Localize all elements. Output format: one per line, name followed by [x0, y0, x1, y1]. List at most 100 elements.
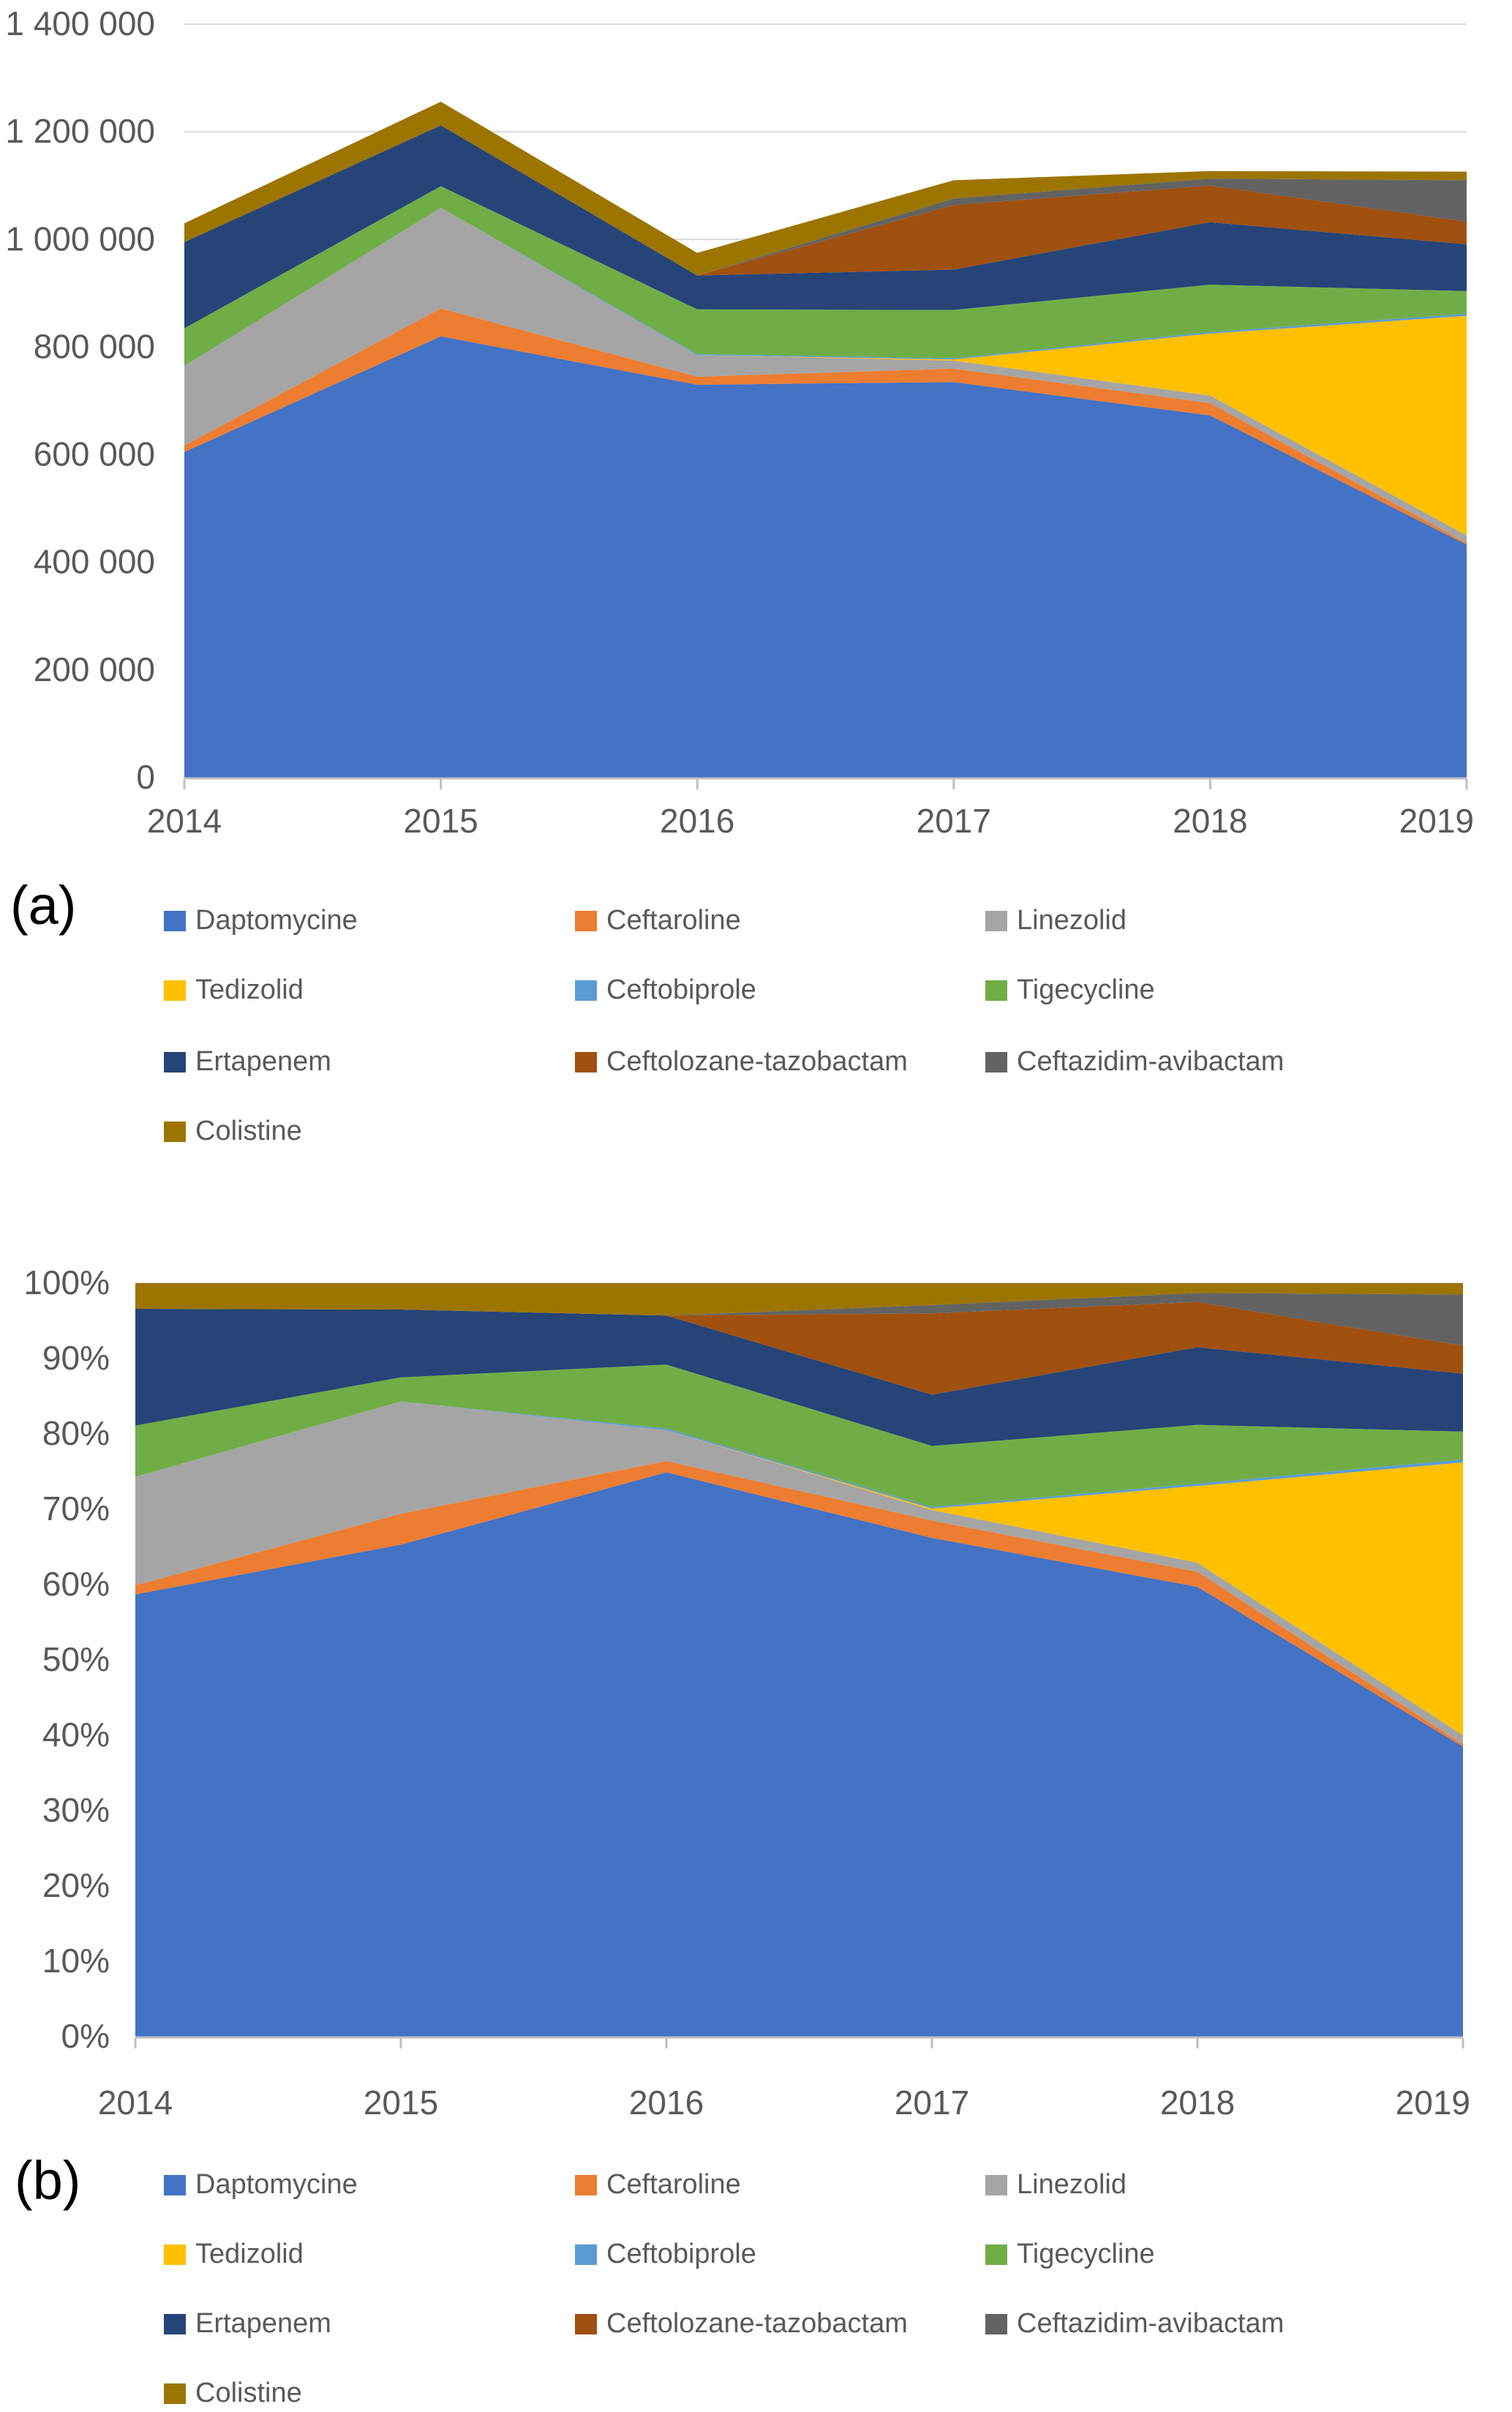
area-series-colistine: [135, 1283, 1463, 1316]
x-axis-year-label: 2014: [147, 802, 222, 840]
x-axis-year-label: 2015: [403, 802, 478, 840]
y-axis-tick-label: 90%: [42, 1339, 110, 1377]
y-axis-tick-label: 10%: [42, 1942, 110, 1980]
x-axis-year-label: 2017: [895, 2084, 969, 2122]
legend-item-tedizolid: Tedizolid: [164, 2239, 304, 2270]
legend-item-label: Daptomycine: [195, 2169, 358, 2200]
legend-item-label: Ceftaroline: [606, 2169, 741, 2200]
legend-swatch-icon: [985, 2174, 1007, 2195]
y-axis-tick-label: 1 400 000: [5, 4, 155, 42]
area-series-linezolid: [184, 207, 1467, 544]
legend-item-colistine: Colistine: [164, 2378, 302, 2409]
legend-chart-b: Daptomycine Ceftaroline Linezolid Tedizolid…: [0, 2151, 1512, 2412]
area-series-daptomycine: [135, 1472, 1463, 2037]
legend-swatch-icon: [164, 2244, 186, 2265]
legend-item-daptomycine: Daptomycine: [164, 905, 358, 936]
x-axis-year-label: 2018: [1173, 802, 1247, 840]
area-series-ertapenem: [135, 1309, 1463, 1446]
x-axis-year-label: 2015: [364, 2084, 438, 2122]
legend-swatch-icon: [985, 2244, 1007, 2265]
legend-swatch-icon: [575, 2174, 597, 2195]
y-axis-tick-label: 800 000: [34, 327, 155, 365]
legend-item-label: Ceftobiprole: [606, 2239, 756, 2269]
y-axis-tick-label: 50%: [42, 1640, 110, 1678]
legend-item-tigecycline: Tigecycline: [985, 2239, 1155, 2270]
legend-item-label: Ceftazidim-avibactam: [1017, 2308, 1285, 2339]
legend-item-linezolid: Linezolid: [985, 905, 1127, 936]
y-axis-tick-label: 100%: [23, 1263, 110, 1301]
y-axis-tick-label: 80%: [42, 1414, 110, 1452]
legend-swatch-icon: [164, 1051, 186, 1072]
y-axis-tick-label: 400 000: [34, 543, 155, 581]
legend-item-label: Colistine: [195, 1116, 302, 1146]
legend-swatch-icon: [985, 1051, 1007, 1072]
x-axis-year-label: 2016: [660, 802, 734, 840]
legend-swatch-icon: [164, 1121, 186, 1142]
legend-item-label: Ceftolozane-tazobactam: [606, 2308, 908, 2339]
legend-item-label: Colistine: [195, 2378, 302, 2408]
legend-item-label: Tigecycline: [1017, 2239, 1155, 2269]
legend-item-tigecycline: Tigecycline: [985, 974, 1155, 1006]
legend-item-colistine: Colistine: [164, 1116, 302, 1147]
y-axis-tick-label: 1 200 000: [5, 112, 155, 150]
legend-swatch-icon: [575, 980, 597, 1001]
y-axis-tick-label: 60%: [42, 1565, 110, 1603]
legend-item-label: Tedizolid: [195, 2239, 304, 2269]
legend-item-label: Tedizolid: [195, 974, 304, 1005]
y-axis-tick-label: 30%: [42, 1791, 110, 1829]
legend-swatch-icon: [575, 2313, 597, 2334]
legend-swatch-icon: [575, 910, 597, 931]
area-series-daptomycine: [184, 336, 1467, 778]
area-series-ertapenem: [184, 125, 1467, 328]
y-axis-tick-label: 20%: [42, 1866, 110, 1904]
legend-swatch-icon: [164, 2383, 186, 2404]
legend-item-label: Ertapenem: [195, 2308, 331, 2339]
legend-item-ceftobiprole: Ceftobiprole: [575, 2239, 756, 2270]
legend-item-ceftolozane-tazobactam: Ceftolozane-tazobactam: [575, 1046, 908, 1078]
legend-item-ceftolozane-tazobactam: Ceftolozane-tazobactam: [575, 2308, 908, 2340]
legend-item-label: Ceftaroline: [606, 905, 741, 936]
y-axis-tick-label: 200 000: [34, 650, 155, 688]
legend-swatch-icon: [985, 2313, 1007, 2334]
legend-swatch-icon: [164, 910, 186, 931]
chart-a: 1 400 000 1 200 000 1 000 000 800 000 600 00…: [5, 4, 1474, 840]
legend-item-ceftaroline: Ceftaroline: [575, 905, 741, 936]
area-series-ceftazidim-avibactam: [135, 1293, 1463, 1346]
legend-item-label: Linezolid: [1017, 905, 1127, 936]
panel-b-label: (b): [15, 2150, 81, 2211]
area-series-ceftolozane-tazobactam: [184, 125, 1467, 276]
legend-swatch-icon: [164, 980, 186, 1001]
legend-item-linezolid: Linezolid: [985, 2169, 1127, 2201]
legend-item-label: Ceftolozane-tazobactam: [606, 1046, 908, 1077]
y-axis-tick-label: 40%: [42, 1716, 110, 1754]
legend-chart-a: Daptomycine Ceftaroline Linezolid Tedizolid…: [0, 885, 1512, 1178]
legend-item-label: Daptomycine: [195, 905, 358, 936]
x-axis-year-label: 2017: [917, 802, 991, 840]
x-axis-year-label: 2016: [629, 2084, 704, 2122]
legend-item-daptomycine: Daptomycine: [164, 2169, 358, 2201]
legend-item-ceftobiprole: Ceftobiprole: [575, 974, 756, 1006]
y-axis-tick-label: 0%: [61, 2017, 110, 2055]
chart-b: 100% 90% 80% 70% 60% 50% 40% 30% 20% 10% 0% 2014 201…: [23, 1263, 1470, 2122]
panel-a-label: (a): [10, 875, 77, 936]
legend-swatch-icon: [575, 2244, 597, 2265]
x-axis-year-label: 2018: [1160, 2084, 1235, 2122]
legend-item-label: Linezolid: [1017, 2169, 1127, 2200]
legend-item-ertapenem: Ertapenem: [164, 1046, 331, 1078]
y-axis-tick-label: 70%: [42, 1489, 110, 1528]
y-axis-tick-label: 0: [136, 758, 155, 796]
legend-swatch-icon: [985, 980, 1007, 1001]
y-axis-tick-label: 1 000 000: [5, 219, 155, 258]
area-series-ceftolozane-tazobactam: [135, 1301, 1463, 1395]
legend-swatch-icon: [985, 910, 1007, 931]
legend-item-ceftazidim-avibactam: Ceftazidim-avibactam: [985, 1046, 1284, 1078]
legend-item-label: Tigecycline: [1017, 974, 1155, 1005]
legend-item-label: Ceftobiprole: [606, 974, 756, 1005]
legend-swatch-icon: [164, 2174, 186, 2195]
y-axis-tick-label: 600 000: [34, 435, 155, 473]
legend-item-label: Ertapenem: [195, 1046, 331, 1077]
x-axis-year-label: 2019: [1399, 802, 1474, 840]
x-axis-year-label: 2019: [1396, 2084, 1470, 2122]
area-series-tigecycline: [184, 186, 1467, 367]
